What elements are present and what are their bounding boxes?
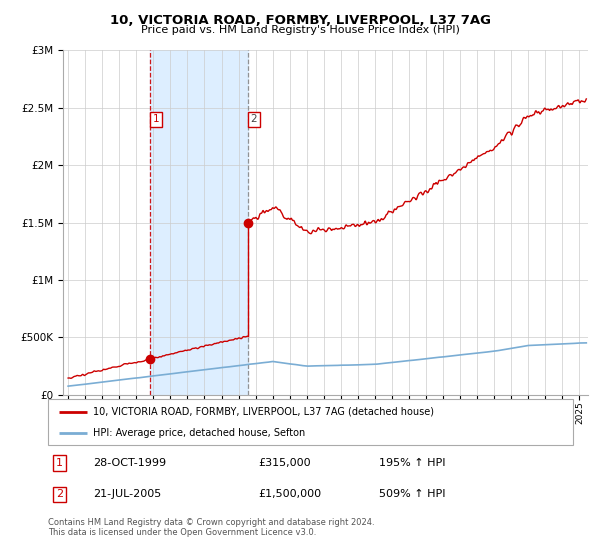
Text: 1: 1 <box>153 114 160 124</box>
Text: Contains HM Land Registry data © Crown copyright and database right 2024.
This d: Contains HM Land Registry data © Crown c… <box>48 518 374 538</box>
Text: 10, VICTORIA ROAD, FORMBY, LIVERPOOL, L37 7AG (detached house): 10, VICTORIA ROAD, FORMBY, LIVERPOOL, L3… <box>92 407 434 417</box>
Text: Price paid vs. HM Land Registry's House Price Index (HPI): Price paid vs. HM Land Registry's House … <box>140 25 460 35</box>
Text: 21-JUL-2005: 21-JUL-2005 <box>92 489 161 500</box>
Text: 1: 1 <box>56 458 63 468</box>
Text: HPI: Average price, detached house, Sefton: HPI: Average price, detached house, Seft… <box>92 428 305 438</box>
Bar <box>151 50 248 395</box>
Text: £1,500,000: £1,500,000 <box>258 489 321 500</box>
Text: 2: 2 <box>56 489 63 500</box>
Text: 10, VICTORIA ROAD, FORMBY, LIVERPOOL, L37 7AG: 10, VICTORIA ROAD, FORMBY, LIVERPOOL, L3… <box>110 14 491 27</box>
Text: £315,000: £315,000 <box>258 458 311 468</box>
Text: 2: 2 <box>250 114 257 124</box>
Text: 195% ↑ HPI: 195% ↑ HPI <box>379 458 445 468</box>
Text: 28-OCT-1999: 28-OCT-1999 <box>92 458 166 468</box>
Text: 509% ↑ HPI: 509% ↑ HPI <box>379 489 445 500</box>
